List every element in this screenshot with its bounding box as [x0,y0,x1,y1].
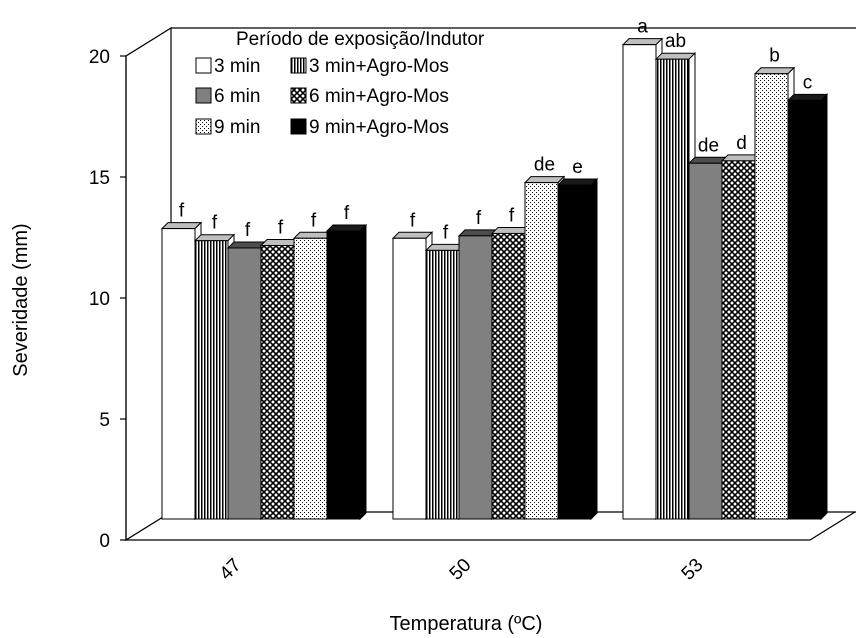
bar-top [523,176,566,184]
bar [392,237,427,520]
y-tick-label: 15 [89,168,110,189]
bar-data-label: f [278,218,284,239]
bar-data-label: f [344,203,350,224]
bar [260,245,295,520]
legend-item-label: 9 min [214,117,260,138]
floor [126,511,856,541]
bar-data-label: f [179,201,185,222]
bar-data-label: c [803,72,813,93]
bar-data-label: de [698,135,719,156]
y-tick-label: 20 [89,47,110,68]
legend-item-label: 6 min [214,86,260,107]
x-tick-label: 50 [446,555,476,585]
legend-item-label: 6 min+Agro-Mos [309,86,449,107]
bar-data-label: f [311,210,317,231]
bar-side [359,223,367,521]
legend-swatch [290,87,307,104]
bar-top [391,231,434,239]
bar-data-label: a [637,17,648,38]
bar [721,160,756,520]
bar [458,235,493,520]
x-axis: 47 50 53 [216,555,708,585]
legend-swatch [290,57,307,74]
bar-data-label: ab [665,31,686,52]
bar-data-label: f [509,205,515,226]
y-tick-label: 5 [99,410,110,431]
bar-data-label: f [245,220,251,241]
legend-swatch [195,87,212,104]
bar-top [753,67,796,75]
bar [787,99,822,520]
bar-top [160,222,203,230]
bar-data-label: e [572,157,583,178]
bar-data-label: f [212,213,218,234]
bar [754,73,789,520]
bar-data-label: d [736,133,747,154]
bar [524,182,559,520]
legend-swatch [195,118,212,135]
legend-swatch [195,57,212,74]
x-axis-title: Temperatura (ºC) [390,613,543,635]
legend-item-label: 3 min+Agro-Mos [309,56,449,77]
y-tick-label: 10 [89,289,110,310]
bar [326,230,361,520]
bar-data-label: f [443,222,449,243]
y-tick-label: 0 [99,531,110,552]
bar-top [621,38,664,46]
bar-data-label: f [410,210,416,231]
y-axis-title: Severidade (mm) [10,223,32,376]
bar [557,184,592,520]
y-axis: 0 5 10 15 20 [89,47,127,552]
legend-swatch [290,118,307,135]
bar-side [820,93,828,521]
bar-top [786,93,829,101]
bar-top [654,52,697,60]
bar [425,249,460,520]
bar-top [193,234,236,242]
bar [622,44,657,520]
bar [227,247,262,520]
bar [655,58,690,520]
bar [161,228,196,520]
x-tick-label: 47 [216,555,246,585]
legend: Período de exposição/Indutor 3 min 3 min+A… [195,29,485,138]
legend-title: Período de exposição/Indutor [236,29,485,50]
legend-item-label: 3 min [214,56,260,77]
bar [491,232,526,520]
bar [293,237,328,520]
bar-data-label: b [769,46,780,67]
bar-top [325,224,368,232]
bar [688,162,723,520]
bar-side [590,177,598,521]
bar-data-label: f [476,208,482,229]
bar-data-label: de [534,155,555,176]
bar [194,240,229,520]
x-tick-label: 53 [678,555,708,585]
legend-item-label: 9 min+Agro-Mos [309,117,449,138]
bar-top [556,178,599,186]
